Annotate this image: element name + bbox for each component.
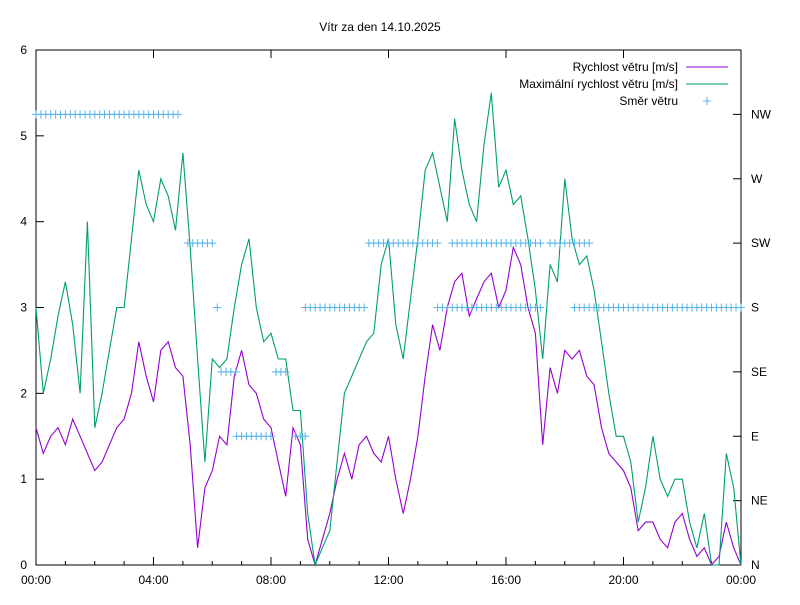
y2-tick-label: SE xyxy=(751,365,767,379)
y2-tick-label: SW xyxy=(751,236,771,250)
x-tick-label: 00:00 xyxy=(21,573,51,587)
x-tick-label: 00:00 xyxy=(726,573,756,587)
y2-tick-label: S xyxy=(751,301,759,315)
direction-point xyxy=(433,239,442,248)
direction-point xyxy=(213,303,222,312)
legend-label: Maximální rychlost větru [m/s] xyxy=(519,77,678,91)
y2-tick-label: NE xyxy=(751,494,768,508)
y-tick-label: 6 xyxy=(20,43,27,57)
direction-point xyxy=(266,432,275,441)
y-tick-label: 3 xyxy=(20,301,27,315)
x-tick-label: 16:00 xyxy=(491,573,521,587)
y2-tick-label: W xyxy=(751,172,763,186)
direction-point xyxy=(281,367,290,376)
y2-tick-label: E xyxy=(751,429,759,443)
x-tick-label: 12:00 xyxy=(373,573,403,587)
series-line-1 xyxy=(35,92,742,568)
direction-point xyxy=(736,303,745,312)
direction-point xyxy=(231,367,240,376)
direction-point xyxy=(360,303,369,312)
y-tick-label: 1 xyxy=(20,472,27,486)
x-tick-label: 08:00 xyxy=(256,573,286,587)
x-tick-label: 20:00 xyxy=(608,573,638,587)
direction-point xyxy=(174,110,183,119)
x-tick-label: 04:00 xyxy=(138,573,168,587)
chart-title: Vítr za den 14.10.2025 xyxy=(319,20,441,34)
y2-tick-label: NW xyxy=(751,107,772,121)
y-tick-label: 0 xyxy=(20,558,27,572)
direction-point xyxy=(536,239,545,248)
y2-tick-label: N xyxy=(751,558,760,572)
y-tick-label: 5 xyxy=(20,129,27,143)
legend-swatch xyxy=(703,97,711,105)
direction-point xyxy=(208,239,217,248)
direction-point xyxy=(301,432,310,441)
series-line-0 xyxy=(35,245,742,568)
legend-label: Rychlost větru [m/s] xyxy=(573,60,678,74)
y-tick-label: 2 xyxy=(20,386,27,400)
y-tick-label: 4 xyxy=(20,215,27,229)
legend-label: Směr větru xyxy=(619,94,678,108)
direction-point xyxy=(585,239,594,248)
direction-point xyxy=(536,303,545,312)
